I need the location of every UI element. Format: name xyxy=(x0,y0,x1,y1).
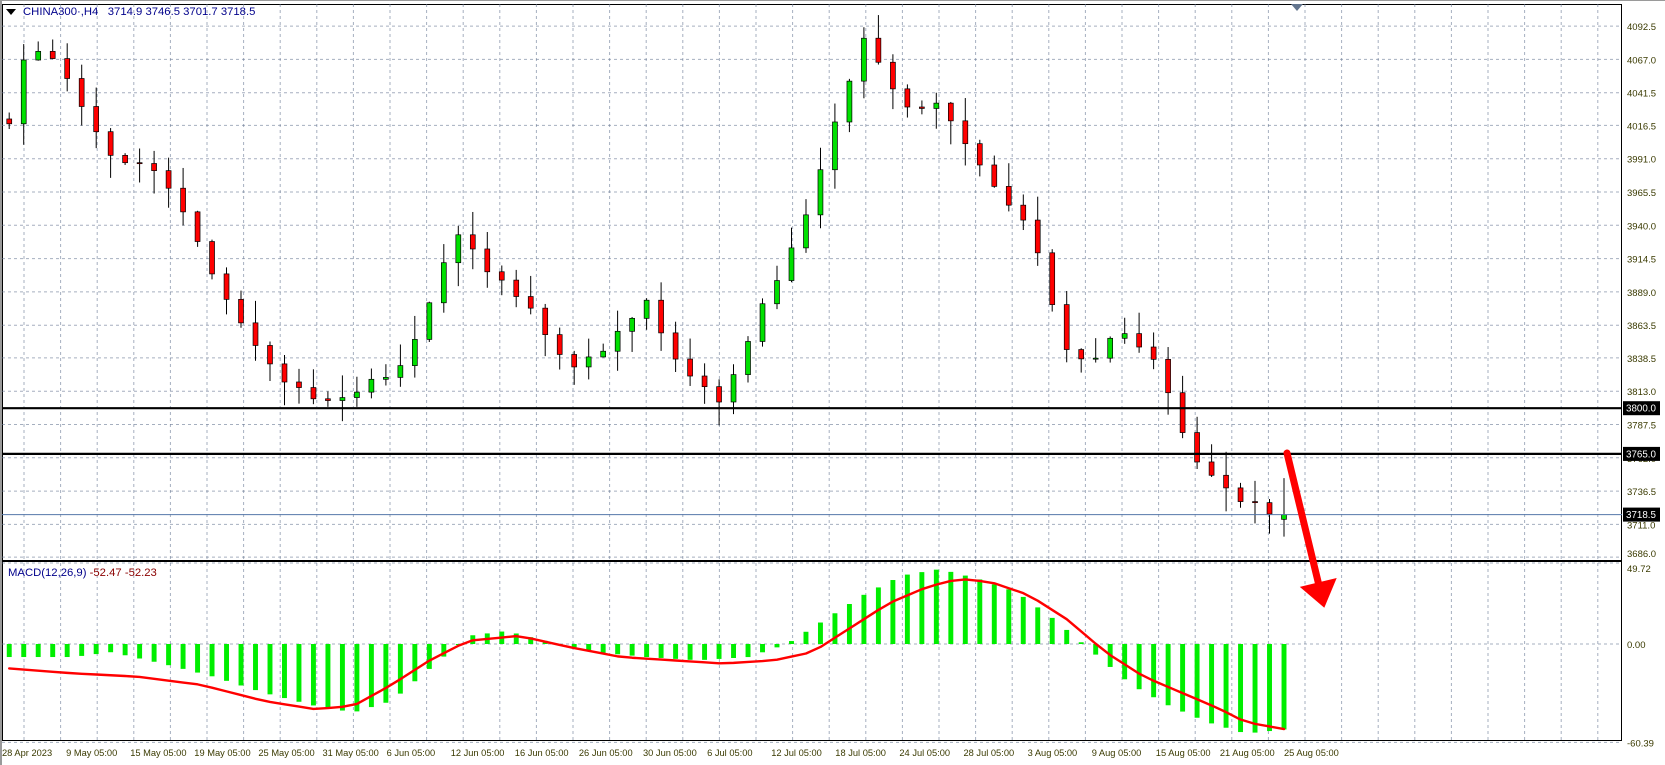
svg-text:4016.5: 4016.5 xyxy=(1627,121,1656,132)
svg-text:26 Jun 05:00: 26 Jun 05:00 xyxy=(579,748,633,758)
svg-text:12 Jun 05:00: 12 Jun 05:00 xyxy=(451,748,505,758)
svg-text:3965.5: 3965.5 xyxy=(1627,188,1656,199)
svg-text:4092.5: 4092.5 xyxy=(1627,22,1656,33)
svg-text:15 Aug 05:00: 15 Aug 05:00 xyxy=(1156,748,1211,758)
svg-text:21 Aug 05:00: 21 Aug 05:00 xyxy=(1220,748,1275,758)
svg-text:3765.0: 3765.0 xyxy=(1626,449,1657,460)
svg-text:3914.5: 3914.5 xyxy=(1627,255,1656,266)
svg-text:24 Jul 05:00: 24 Jul 05:00 xyxy=(899,748,950,758)
svg-text:3863.5: 3863.5 xyxy=(1627,321,1656,332)
svg-text:3711.0: 3711.0 xyxy=(1627,520,1655,531)
svg-text:18 Jul 05:00: 18 Jul 05:00 xyxy=(835,748,886,758)
svg-text:-60.39: -60.39 xyxy=(1627,738,1654,749)
svg-text:28 Apr 2023: 28 Apr 2023 xyxy=(2,748,52,758)
svg-text:3736.5: 3736.5 xyxy=(1627,487,1656,498)
svg-text:3889.0: 3889.0 xyxy=(1627,288,1656,299)
svg-text:3787.5: 3787.5 xyxy=(1627,421,1656,432)
svg-text:19 May 05:00: 19 May 05:00 xyxy=(194,748,250,758)
svg-text:0.00: 0.00 xyxy=(1627,640,1646,651)
svg-text:49.72: 49.72 xyxy=(1627,564,1651,575)
svg-text:9 Aug 05:00: 9 Aug 05:00 xyxy=(1092,748,1142,758)
svg-text:16 Jun 05:00: 16 Jun 05:00 xyxy=(515,748,569,758)
svg-text:28 Jul 05:00: 28 Jul 05:00 xyxy=(964,748,1015,758)
svg-text:3800.0: 3800.0 xyxy=(1626,404,1657,415)
svg-text:6 Jun 05:00: 6 Jun 05:00 xyxy=(387,748,436,758)
svg-text:4067.0: 4067.0 xyxy=(1627,55,1656,66)
svg-text:3813.0: 3813.0 xyxy=(1627,387,1656,398)
svg-text:4041.5: 4041.5 xyxy=(1627,89,1656,100)
svg-text:3940.0: 3940.0 xyxy=(1627,221,1656,232)
svg-text:3991.0: 3991.0 xyxy=(1627,155,1656,166)
svg-text:25 Aug 05:00: 25 Aug 05:00 xyxy=(1284,748,1339,758)
svg-text:3718.5: 3718.5 xyxy=(1626,510,1657,521)
svg-text:12 Jul 05:00: 12 Jul 05:00 xyxy=(771,748,822,758)
svg-text:25 May 05:00: 25 May 05:00 xyxy=(258,748,314,758)
svg-text:3686.0: 3686.0 xyxy=(1627,549,1656,560)
svg-text:3 Aug 05:00: 3 Aug 05:00 xyxy=(1028,748,1078,758)
svg-text:9 May 05:00: 9 May 05:00 xyxy=(66,748,117,758)
svg-text:15 May 05:00: 15 May 05:00 xyxy=(130,748,186,758)
svg-text:31 May 05:00: 31 May 05:00 xyxy=(323,748,379,758)
svg-text:30 Jun 05:00: 30 Jun 05:00 xyxy=(643,748,697,758)
svg-text:3838.5: 3838.5 xyxy=(1627,354,1656,365)
svg-text:6 Jul 05:00: 6 Jul 05:00 xyxy=(707,748,753,758)
